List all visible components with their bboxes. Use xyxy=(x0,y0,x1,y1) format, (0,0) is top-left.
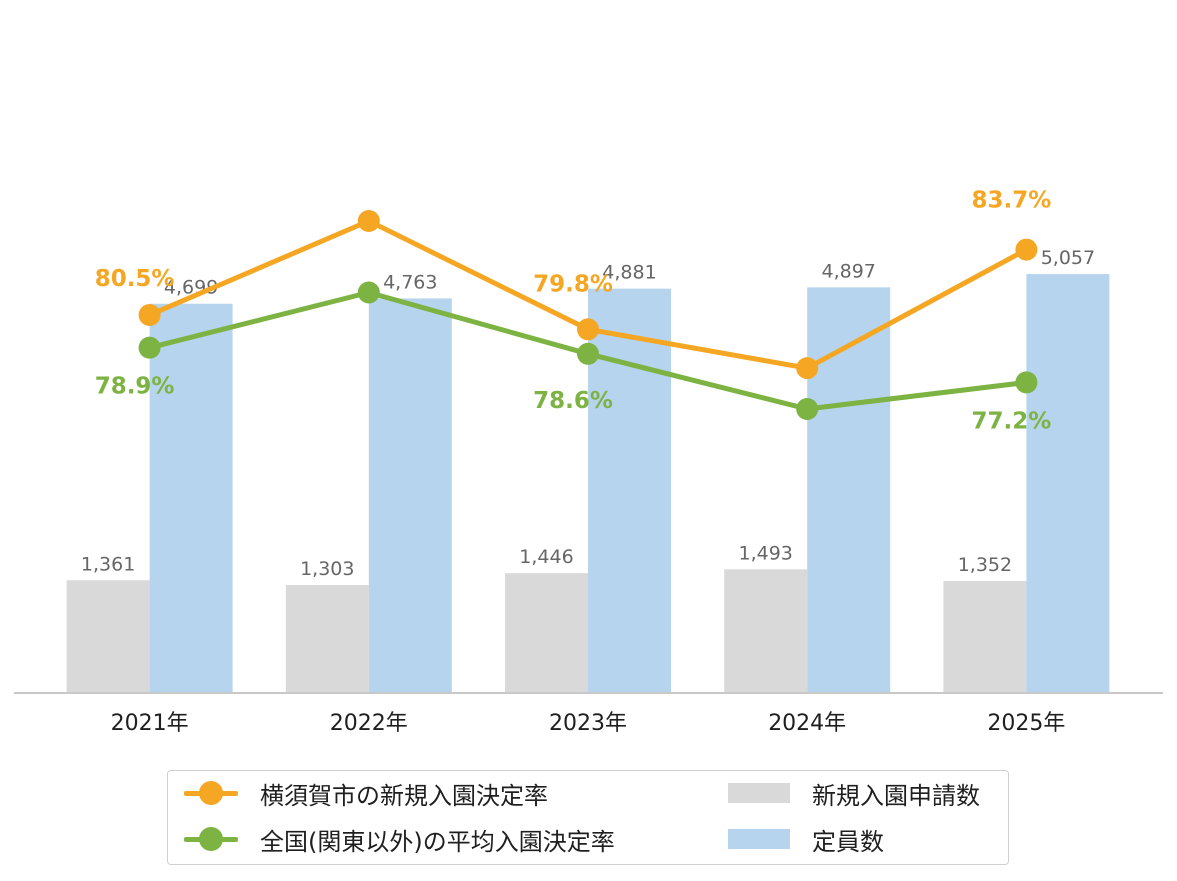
bar-value-label: 5,057 xyxy=(1041,247,1095,269)
legend-label: 横須賀市の新規入園決定率 xyxy=(260,781,548,810)
bar xyxy=(368,298,452,693)
legend-item-capacity: 定員数 xyxy=(726,819,884,859)
legend-item-national-rate: 全国(関東以外)の平均入園決定率 xyxy=(176,819,615,859)
legend-label: 新規入園申請数 xyxy=(812,781,980,810)
data-point xyxy=(138,336,161,359)
line-value-label: 79.8% xyxy=(533,271,613,297)
data-point xyxy=(357,209,380,232)
bar xyxy=(807,287,891,693)
x-tick-label: 2021年 xyxy=(111,711,189,736)
bar xyxy=(149,303,233,693)
green-line-marker-icon xyxy=(176,819,246,859)
bar-value-label: 4,897 xyxy=(821,260,875,282)
bar xyxy=(66,580,150,693)
chart-legend: 横須賀市の新規入園決定率 全国(関東以外)の平均入園決定率 新規入園申請数 定員… xyxy=(167,770,1009,865)
data-point xyxy=(357,281,380,304)
data-point xyxy=(796,357,819,380)
line-value-label: 80.5% xyxy=(95,266,175,292)
bar-value-label: 1,303 xyxy=(300,558,354,580)
data-point xyxy=(1015,371,1038,394)
x-tick-label: 2022年 xyxy=(330,711,408,736)
bar xyxy=(285,585,369,693)
x-tick-label: 2025年 xyxy=(987,711,1065,736)
bar-value-label: 4,881 xyxy=(602,262,656,284)
legend-item-yokosuka-rate: 横須賀市の新規入園決定率 xyxy=(176,773,548,813)
gray-swatch-icon xyxy=(728,783,790,803)
bar xyxy=(724,569,808,693)
bar-value-label: 1,352 xyxy=(958,554,1012,576)
line-value-label: 77.2% xyxy=(972,408,1052,434)
bar xyxy=(588,288,671,693)
legend-label: 全国(関東以外)の平均入園決定率 xyxy=(260,827,615,856)
orange-line-marker-icon xyxy=(176,773,246,813)
bar xyxy=(505,573,588,693)
bar xyxy=(1026,274,1110,693)
data-point xyxy=(1015,238,1038,261)
legend-label: 定員数 xyxy=(812,827,884,856)
x-tick-label: 2024年 xyxy=(768,711,846,736)
data-point xyxy=(577,342,599,365)
data-point xyxy=(796,397,819,420)
line-value-label: 78.9% xyxy=(95,374,175,400)
bar-value-label: 1,493 xyxy=(738,542,792,564)
bar-value-label: 1,361 xyxy=(81,553,135,575)
bar-value-label: 4,763 xyxy=(383,271,437,293)
x-tick-label: 2023年 xyxy=(549,711,627,736)
bar-value-label: 1,446 xyxy=(519,546,573,568)
data-point xyxy=(138,303,161,326)
bar xyxy=(943,581,1027,693)
blue-swatch-icon xyxy=(728,829,790,849)
line-value-label: 83.7% xyxy=(972,188,1052,214)
line-value-label: 78.6% xyxy=(533,388,613,414)
legend-item-applications: 新規入園申請数 xyxy=(726,773,980,813)
data-point xyxy=(577,318,599,341)
